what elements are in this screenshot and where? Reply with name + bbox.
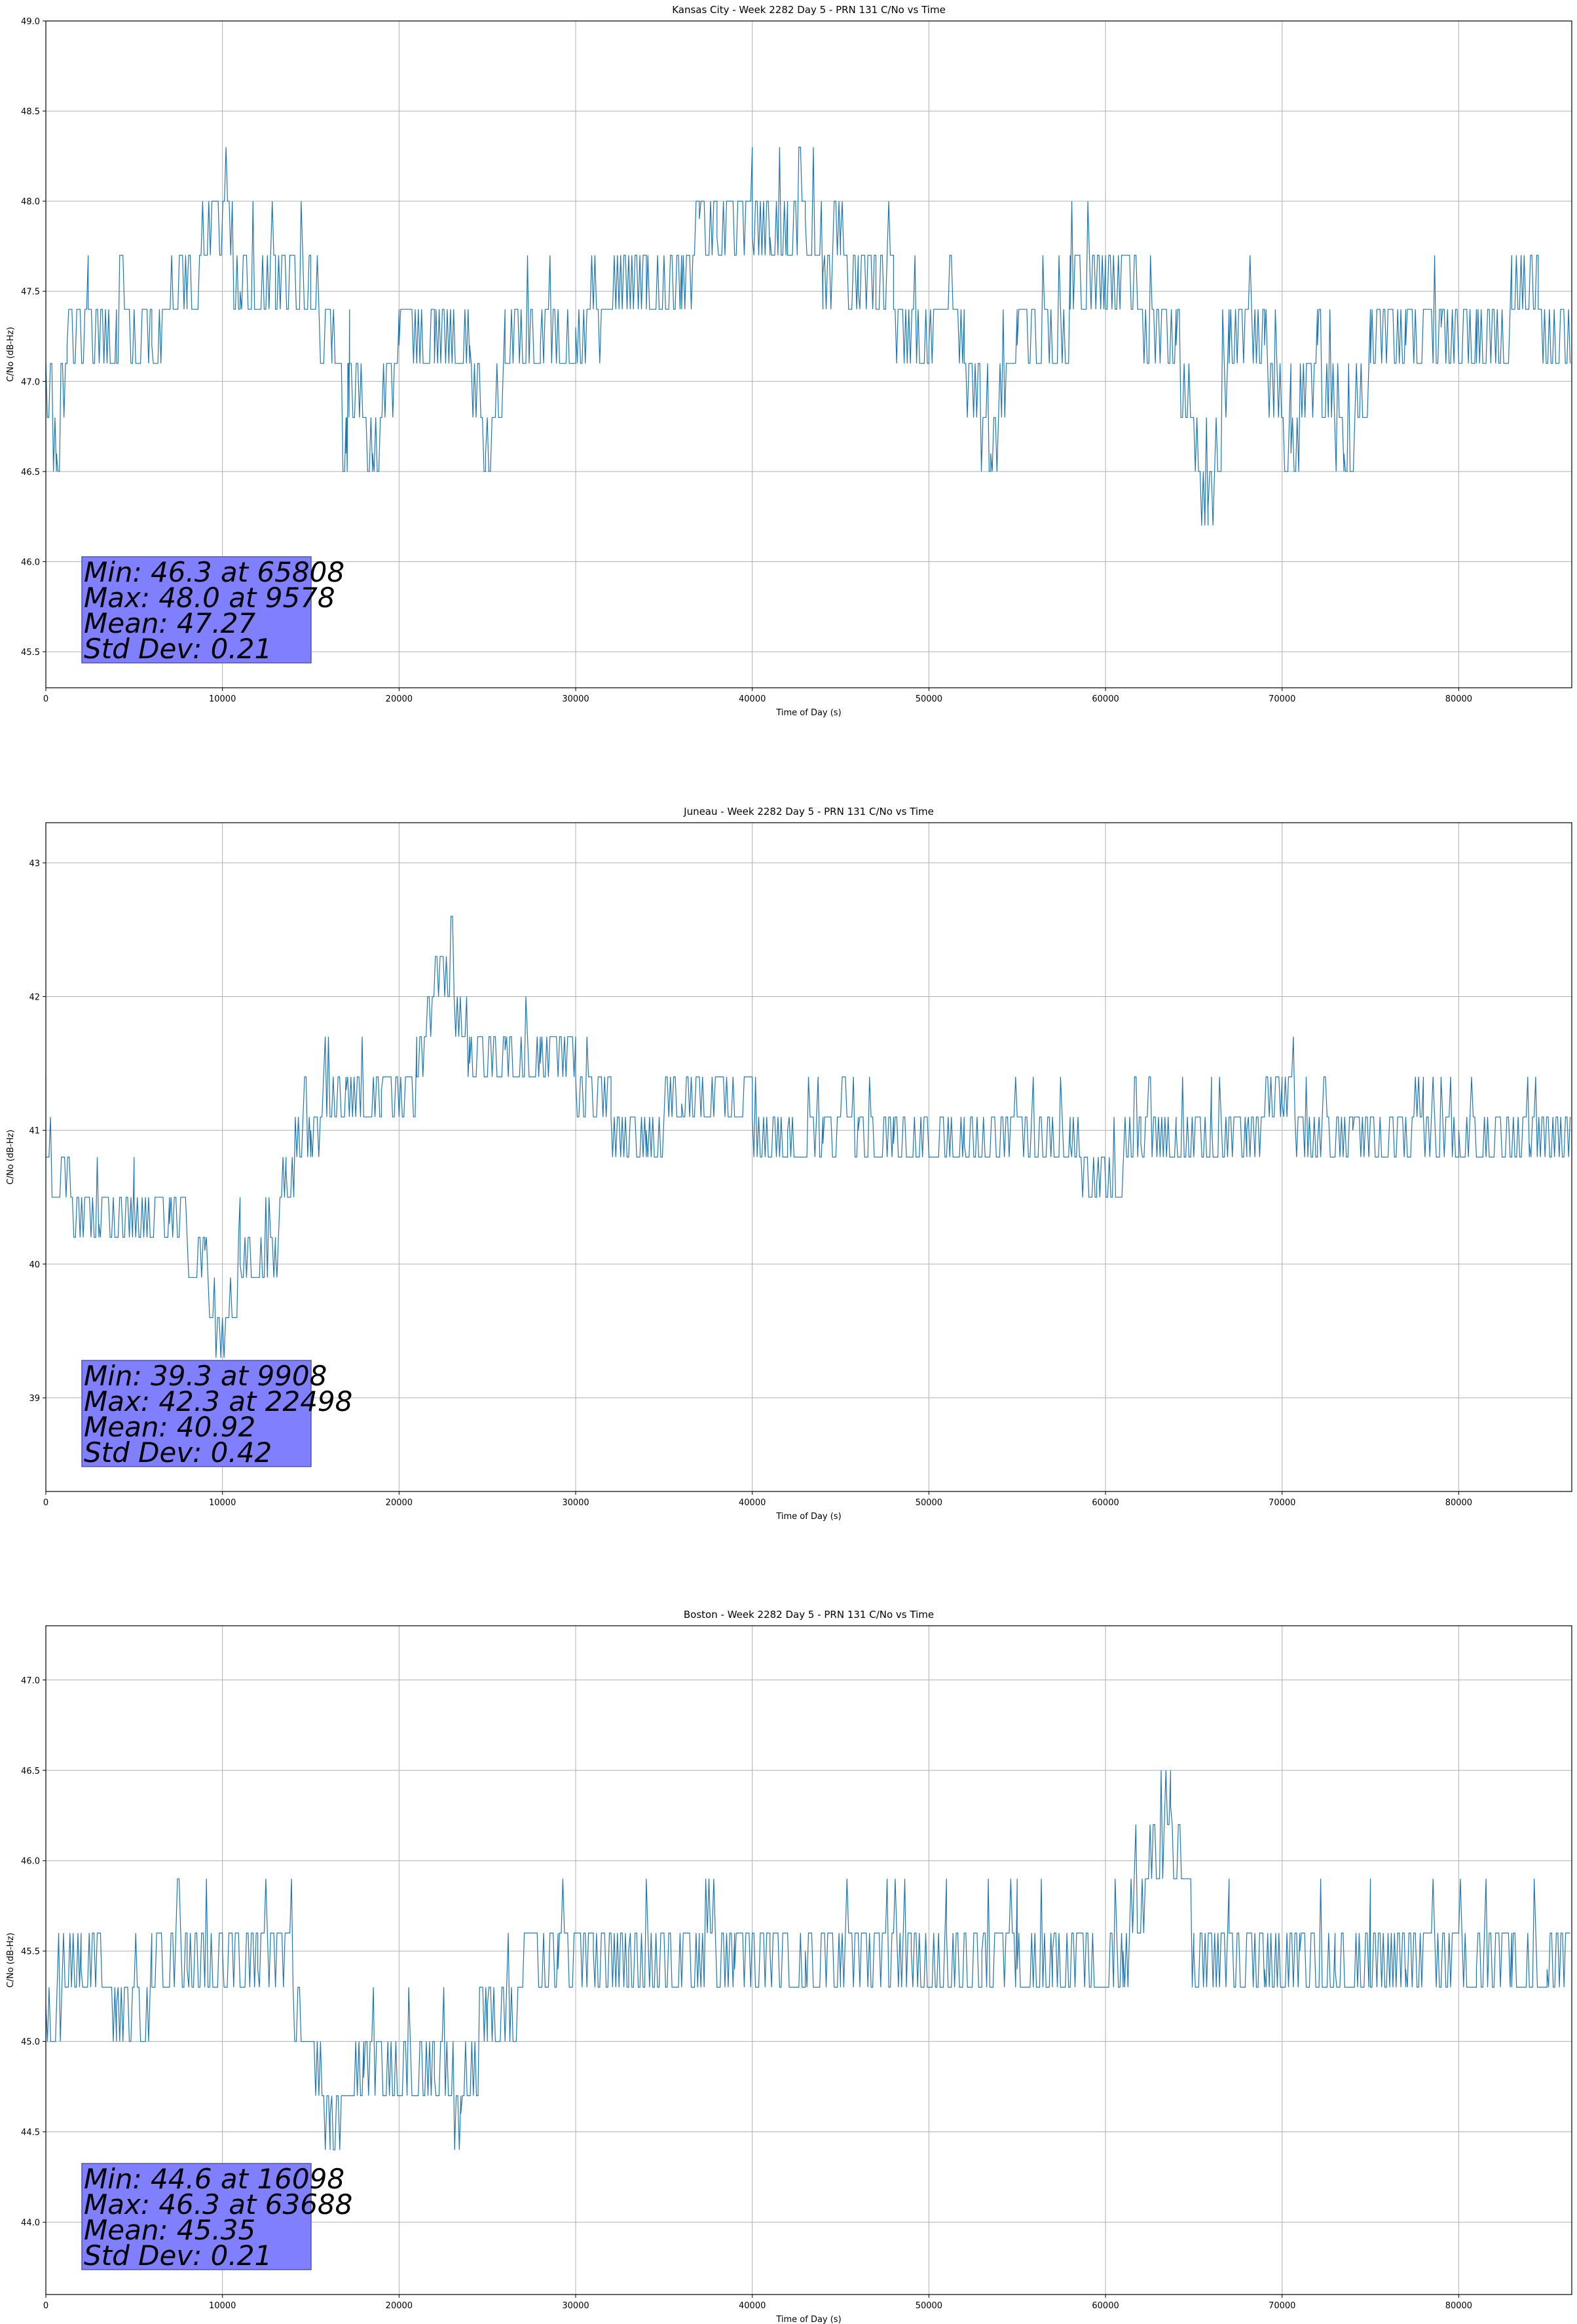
series-group bbox=[46, 1770, 1572, 2150]
stats-min: Min: 39.3 at 9908 bbox=[84, 1360, 327, 1392]
x-tick-label: 10000 bbox=[209, 694, 236, 704]
stats-mean: Mean: 45.35 bbox=[84, 2214, 255, 2246]
y-tick-label: 48.0 bbox=[21, 197, 40, 207]
stats-box bbox=[81, 2163, 312, 2270]
y-tick-label: 47.0 bbox=[21, 1676, 40, 1686]
stats-std: Std Dev: 0.21 bbox=[84, 2240, 272, 2272]
y-axis-label: C/No (dB-Hz) bbox=[6, 1933, 16, 1988]
y-tick-label: 41 bbox=[29, 1127, 40, 1136]
y-tick-label: 49.0 bbox=[21, 17, 40, 27]
y-tick-label: 46.0 bbox=[21, 1857, 40, 1867]
stats-box bbox=[81, 1360, 312, 1467]
x-axis-label: Time of Day (s) bbox=[775, 2315, 841, 2324]
chart-panel-0: Kansas City - Week 2282 Day 5 - PRN 131 … bbox=[6, 4, 1572, 718]
x-tick-label: 50000 bbox=[916, 1498, 942, 1508]
x-tick-label: 60000 bbox=[1092, 1498, 1119, 1508]
y-tick-label: 39 bbox=[29, 1394, 40, 1404]
x-tick-label: 0 bbox=[43, 1498, 48, 1508]
x-tick-label: 20000 bbox=[386, 2301, 413, 2311]
chart-title: Boston - Week 2282 Day 5 - PRN 131 C/No … bbox=[684, 1609, 934, 1621]
x-tick-label: 30000 bbox=[562, 1498, 589, 1508]
x-tick-label: 80000 bbox=[1445, 694, 1472, 704]
gridlines bbox=[46, 823, 1572, 1491]
x-tick-label: 80000 bbox=[1445, 1498, 1472, 1508]
y-axis-label: C/No (dB-Hz) bbox=[6, 1130, 16, 1185]
y-tick-label: 45.0 bbox=[21, 2038, 40, 2048]
series-line bbox=[46, 147, 1571, 526]
y-tick-label: 40 bbox=[29, 1260, 40, 1270]
plot-frame bbox=[45, 1625, 1572, 2295]
x-tick-label: 10000 bbox=[209, 2301, 236, 2311]
stats-std: Std Dev: 0.42 bbox=[84, 1436, 272, 1469]
x-tick-label: 40000 bbox=[739, 694, 766, 704]
stats-min: Min: 46.3 at 65808 bbox=[84, 556, 344, 588]
x-tick-label: 20000 bbox=[386, 1498, 413, 1508]
gridlines bbox=[46, 20, 1572, 688]
x-tick-label: 80000 bbox=[1445, 2301, 1472, 2311]
x-tick-label: 30000 bbox=[562, 694, 589, 704]
x-tick-label: 50000 bbox=[916, 2301, 942, 2311]
x-tick-label: 50000 bbox=[916, 694, 942, 704]
y-tick-label: 46.0 bbox=[21, 557, 40, 567]
series-line bbox=[46, 1770, 1570, 2150]
chart-title: Kansas City - Week 2282 Day 5 - PRN 131 … bbox=[672, 4, 946, 16]
series-group bbox=[46, 916, 1572, 1358]
y-tick-label: 42 bbox=[29, 992, 40, 1002]
x-tick-label: 70000 bbox=[1269, 1498, 1295, 1508]
x-tick-label: 40000 bbox=[739, 2301, 766, 2311]
x-tick-label: 10000 bbox=[209, 1498, 236, 1508]
stats-mean: Mean: 40.92 bbox=[84, 1411, 255, 1443]
x-tick-label: 60000 bbox=[1092, 2301, 1119, 2311]
stats-max: Max: 46.3 at 63688 bbox=[84, 2188, 352, 2221]
stats-box bbox=[81, 556, 312, 664]
stats-min: Min: 44.6 at 16098 bbox=[84, 2163, 344, 2195]
x-tick-label: 70000 bbox=[1269, 694, 1295, 704]
series-line bbox=[46, 916, 1571, 1358]
y-axis-label: C/No (dB-Hz) bbox=[6, 327, 16, 382]
x-tick-label: 70000 bbox=[1269, 2301, 1295, 2311]
chart-panel-1: Juneau - Week 2282 Day 5 - PRN 131 C/No … bbox=[6, 806, 1572, 1522]
x-tick-label: 60000 bbox=[1092, 694, 1119, 704]
x-tick-label: 40000 bbox=[739, 1498, 766, 1508]
y-tick-label: 45.5 bbox=[21, 1947, 40, 1957]
x-axis-label: Time of Day (s) bbox=[775, 1512, 841, 1522]
x-axis-label: Time of Day (s) bbox=[775, 708, 841, 718]
x-tick-label: 0 bbox=[43, 694, 48, 704]
y-tick-label: 45.5 bbox=[21, 648, 40, 658]
plot-frame bbox=[45, 822, 1572, 1492]
y-tick-label: 44.5 bbox=[21, 2128, 40, 2138]
stats-mean: Mean: 47.27 bbox=[84, 607, 255, 639]
x-tick-label: 20000 bbox=[386, 694, 413, 704]
y-tick-label: 43 bbox=[29, 859, 40, 869]
chart-panel-2: Boston - Week 2282 Day 5 - PRN 131 C/No … bbox=[6, 1609, 1572, 2324]
stats-max: Max: 48.0 at 9578 bbox=[84, 582, 335, 614]
series-group bbox=[46, 147, 1572, 526]
stats-std: Std Dev: 0.21 bbox=[84, 633, 272, 665]
y-tick-label: 47.0 bbox=[21, 377, 40, 387]
plot-frame bbox=[45, 20, 1572, 688]
stats-max: Max: 42.3 at 22498 bbox=[84, 1385, 352, 1417]
y-tick-label: 46.5 bbox=[21, 468, 40, 478]
y-tick-label: 48.5 bbox=[21, 107, 40, 117]
chart-title: Juneau - Week 2282 Day 5 - PRN 131 C/No … bbox=[683, 806, 934, 817]
y-tick-label: 46.5 bbox=[21, 1767, 40, 1776]
x-tick-label: 30000 bbox=[562, 2301, 589, 2311]
y-tick-label: 47.5 bbox=[21, 288, 40, 297]
y-tick-label: 44.0 bbox=[21, 2219, 40, 2228]
x-tick-label: 0 bbox=[43, 2301, 48, 2311]
